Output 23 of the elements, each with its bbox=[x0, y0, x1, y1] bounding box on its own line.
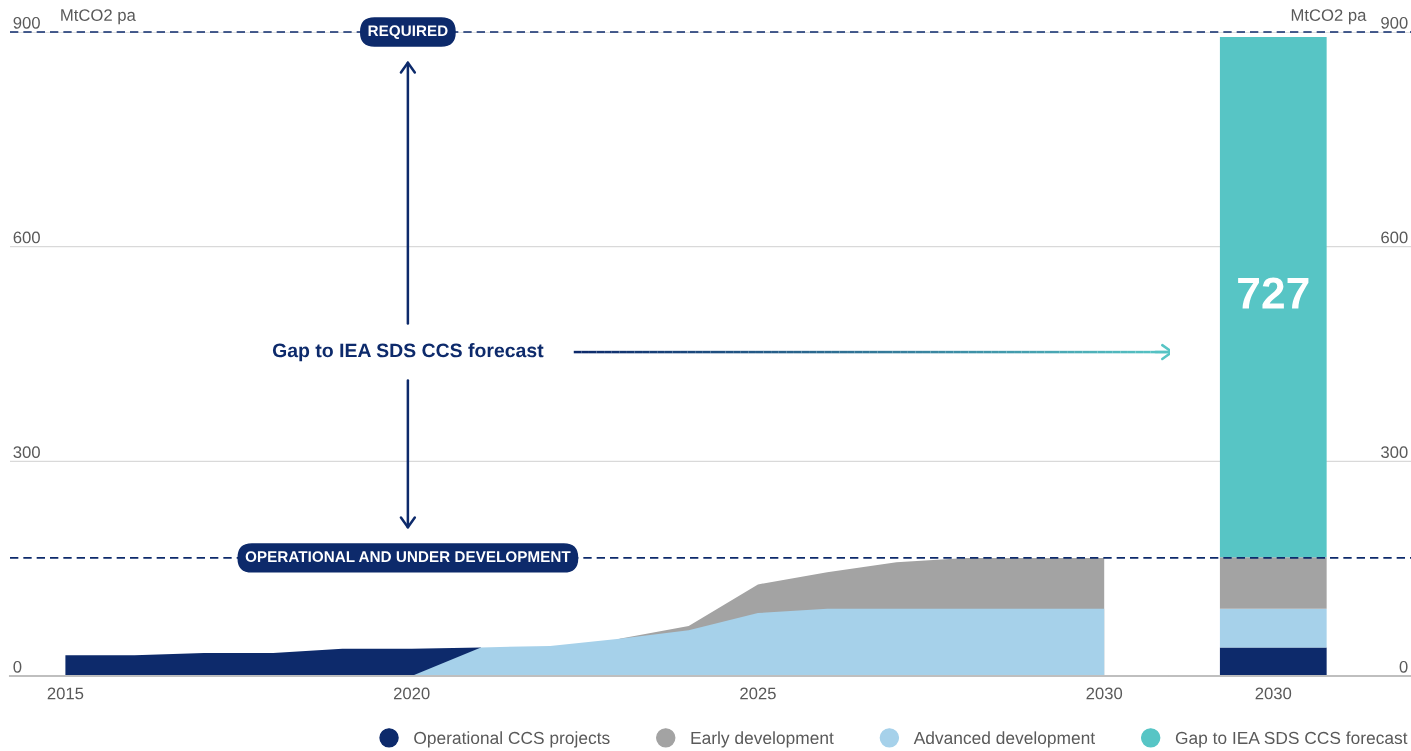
y-tick-label: 300 bbox=[1381, 446, 1408, 459]
x-tick-label: 2030 bbox=[1255, 687, 1292, 700]
annotation: Gap to IEA SDS CCS forecast bbox=[272, 343, 544, 362]
legend-label: Gap to IEA SDS CCS forecast bbox=[1175, 731, 1408, 748]
x-tick-label: 2015 bbox=[47, 687, 84, 700]
y-tick-label: 900 bbox=[1381, 16, 1408, 29]
ref-line-label: REQUIRED bbox=[368, 25, 448, 39]
legend-label: Early development bbox=[691, 731, 834, 748]
x-tick-label: 2030 bbox=[1086, 687, 1123, 700]
y-axis-title: MtCO2 pa bbox=[1291, 9, 1367, 25]
data-label: 727 bbox=[1238, 277, 1309, 309]
y-tick-label: 900 bbox=[13, 16, 40, 29]
ref-line-label: OPERATIONAL AND UNDER DEVELOPMENT bbox=[245, 551, 571, 563]
legend-label: Advanced development bbox=[913, 731, 1096, 748]
legend-label: Operational CCS projects bbox=[414, 731, 610, 748]
y-tick-label: 600 bbox=[13, 231, 40, 244]
y-tick-label: 300 bbox=[13, 446, 40, 459]
y-tick-label: 0 bbox=[1399, 660, 1408, 673]
x-tick-label: 2020 bbox=[393, 687, 430, 700]
y-tick-label: 0 bbox=[13, 660, 22, 673]
x-tick-label: 2025 bbox=[740, 687, 776, 700]
y-axis-title: MtCO2 pa bbox=[61, 9, 136, 25]
y-tick-label: 600 bbox=[1381, 231, 1408, 244]
